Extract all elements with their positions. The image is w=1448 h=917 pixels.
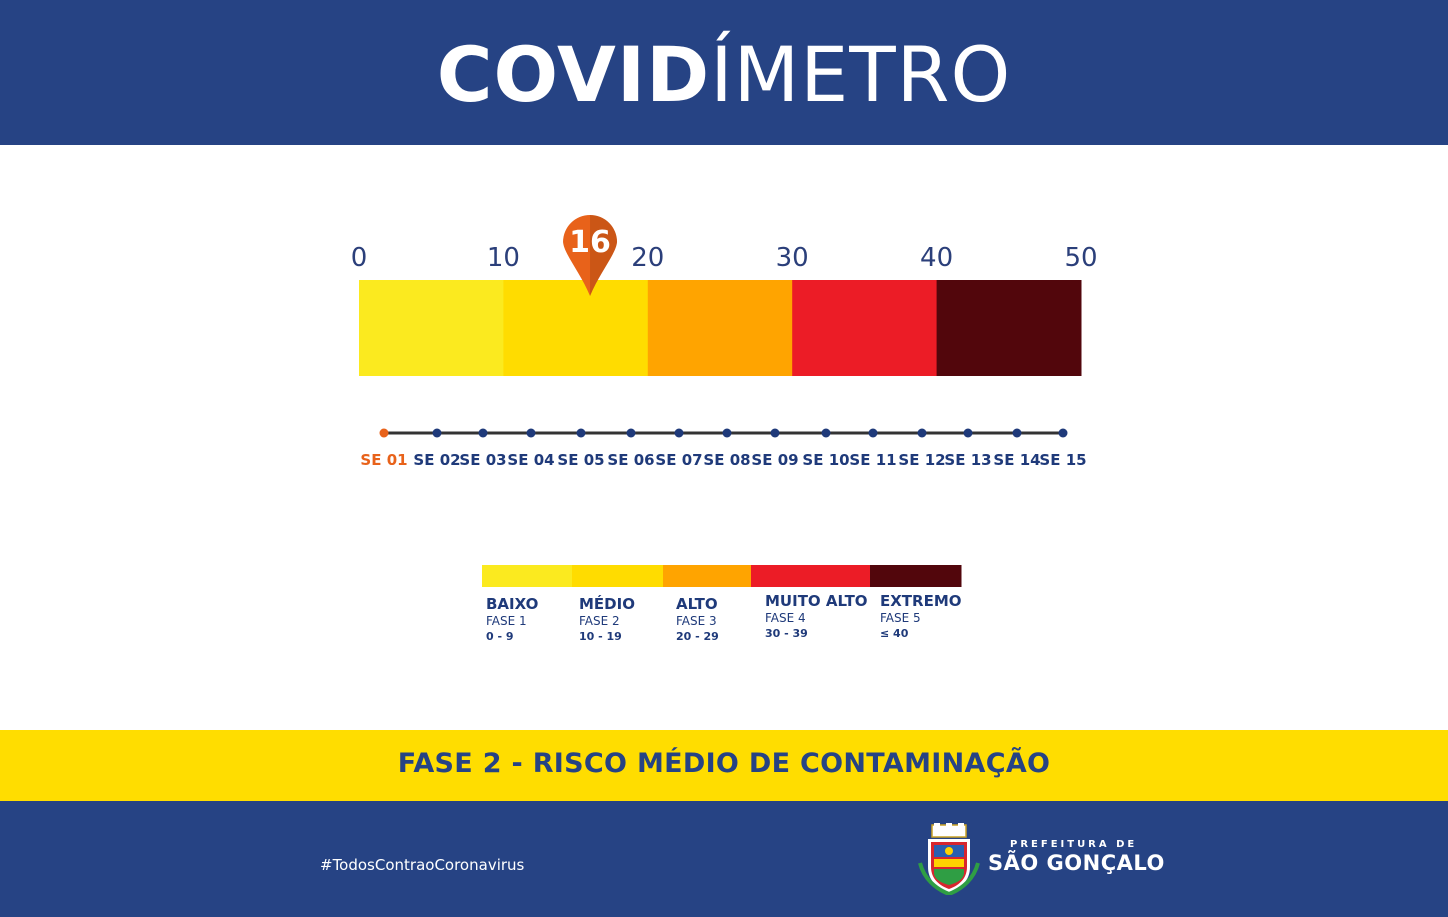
timeline-dot	[868, 428, 878, 438]
week-label: SE 12	[898, 451, 946, 469]
legend-item: EXTREMO FASE 5 ≤ 40	[880, 592, 962, 642]
legend-range: 20 - 29	[676, 630, 719, 643]
legend-swatch	[751, 565, 871, 587]
scale-tick-40: 40	[920, 243, 954, 273]
week-label: SE 08	[703, 451, 751, 469]
legend-swatch	[482, 565, 573, 587]
gauge-graphic	[359, 215, 1082, 587]
gauge-panel: 0 10 20 30 40 50 SE 01 SE 02 SE 03 SE 04 SE 05 SE …	[0, 145, 1448, 730]
timeline-dot	[963, 428, 973, 438]
legend-phase: FASE 5	[880, 611, 921, 625]
title-bold: COVID	[436, 30, 711, 119]
scale-tick-20: 20	[631, 243, 665, 273]
gauge-band-1	[359, 280, 504, 376]
phase-banner: FASE 2 - RISCO MÉDIO DE CONTAMINAÇÃO	[0, 730, 1448, 801]
legend-phase: FASE 4	[765, 611, 806, 625]
scale-tick-50: 50	[1064, 243, 1098, 273]
legend-item: MUITO ALTO FASE 4 30 - 39	[765, 592, 868, 642]
week-label: SE 02	[413, 451, 461, 469]
week-label: SE 09	[751, 451, 799, 469]
timeline-dot	[770, 428, 780, 438]
gauge-band-3	[647, 280, 793, 376]
legend-name: ALTO	[676, 595, 718, 613]
gauge-marker-pin	[563, 215, 618, 296]
coat-of-arms-icon	[918, 823, 980, 895]
legend-name: BAIXO	[486, 595, 539, 613]
gauge-band-4	[792, 280, 938, 376]
week-label: SE 06	[607, 451, 655, 469]
page-title: COVIDÍMETRO	[0, 30, 1448, 120]
timeline-dot	[674, 428, 684, 438]
timeline-dot	[821, 428, 831, 438]
week-label: SE 07	[655, 451, 703, 469]
week-label: SE 10	[802, 451, 850, 469]
title-light: ÍMETRO	[710, 30, 1012, 119]
legend-range: 0 - 9	[486, 630, 514, 643]
legend-item: BAIXO FASE 1 0 - 9	[486, 595, 538, 645]
scale-tick-30: 30	[775, 243, 809, 273]
legend-name: MUITO ALTO	[765, 592, 868, 610]
gauge-marker-value: 16	[569, 225, 611, 260]
legend-name: EXTREMO	[880, 592, 962, 610]
legend-swatch	[870, 565, 962, 587]
legend-swatch	[572, 565, 664, 587]
timeline-dot	[1012, 428, 1022, 438]
timeline-dot	[526, 428, 536, 438]
legend-range: ≤ 40	[880, 627, 909, 640]
timeline-dot	[626, 428, 636, 438]
timeline-dot	[722, 428, 732, 438]
legend-swatch	[663, 565, 752, 587]
scale-tick-10: 10	[486, 243, 520, 273]
logo-subtitle: PREFEITURA DE	[1010, 839, 1138, 850]
gauge-band-5	[936, 280, 1082, 376]
timeline-dot	[917, 428, 927, 438]
gauge-marker-shade	[590, 215, 618, 296]
legend-name: MÉDIO	[579, 595, 635, 613]
timeline-dot	[432, 428, 442, 438]
week-label: SE 04	[507, 451, 555, 469]
legend-range: 30 - 39	[765, 627, 808, 640]
legend-item: ALTO FASE 3 20 - 29	[676, 595, 719, 645]
week-label: SE 14	[993, 451, 1041, 469]
legend-item: MÉDIO FASE 2 10 - 19	[579, 595, 635, 645]
week-label: SE 03	[459, 451, 507, 469]
phase-banner-text: FASE 2 - RISCO MÉDIO DE CONTAMINAÇÃO	[397, 748, 1051, 779]
scale-tick-0: 0	[350, 243, 368, 273]
footer: #TodosContraoCoronavirus PREFEITURA DE S…	[0, 801, 1448, 917]
timeline-dot	[576, 428, 586, 438]
timeline-dot	[478, 428, 488, 438]
week-label: SE 15	[1039, 451, 1087, 469]
legend-phase: FASE 2	[579, 614, 620, 628]
week-label: SE 05	[557, 451, 605, 469]
week-label: SE 13	[944, 451, 992, 469]
week-label: SE 11	[849, 451, 897, 469]
logo-city-name: SÃO GONÇALO	[988, 851, 1165, 875]
gauge-band-2	[503, 280, 649, 376]
legend-phase: FASE 3	[676, 614, 717, 628]
timeline-dot	[1058, 428, 1068, 438]
header: COVIDÍMETRO	[0, 0, 1448, 145]
week-label: SE 01	[360, 451, 408, 469]
legend-phase: FASE 1	[486, 614, 527, 628]
hashtag: #TodosContraoCoronavirus	[320, 856, 525, 874]
legend-range: 10 - 19	[579, 630, 622, 643]
timeline-dot	[379, 428, 389, 438]
